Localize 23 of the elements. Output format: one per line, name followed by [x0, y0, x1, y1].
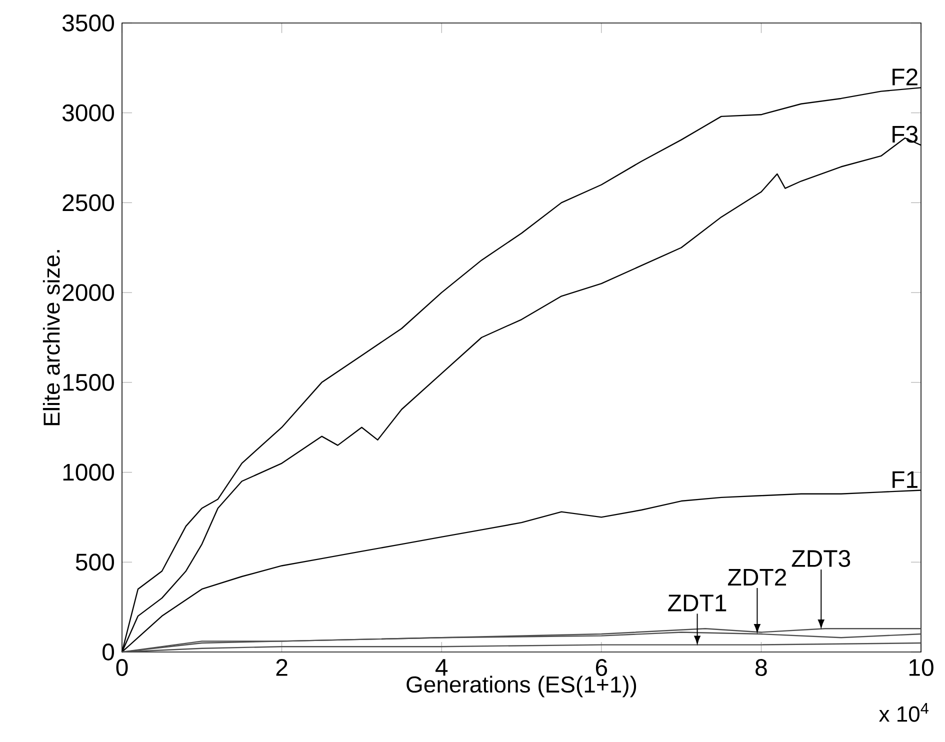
- y-tick-label: 0: [102, 643, 114, 660]
- x-tick-label: 0: [116, 659, 128, 676]
- y-axis-title: Elite archive size.: [42, 250, 60, 426]
- y-tick-label: 2000: [62, 284, 114, 302]
- x-tick-label: 10: [909, 659, 934, 676]
- x-tick-label: 2: [276, 659, 288, 676]
- x-axis-title: Generations (ES(1+1)): [406, 676, 636, 698]
- series-label: F3: [892, 126, 918, 143]
- x-tick-label: 4: [436, 659, 448, 676]
- text: x 10$^{4}$: [879, 703, 928, 722]
- x-tick-label: 6: [596, 659, 608, 676]
- annotation: ZDT1: [668, 594, 726, 612]
- y-tick-label: 2500: [62, 194, 114, 212]
- y-tick-label: 1500: [63, 374, 114, 391]
- series-label: F2: [892, 68, 918, 86]
- annotation: ZDT2: [728, 568, 786, 586]
- y-tick-label: 3000: [62, 104, 114, 122]
- y-tick-label: 3500: [62, 14, 114, 32]
- series-label: F1: [892, 471, 918, 488]
- x-tick-label: 8: [756, 659, 767, 676]
- y-tick-label: 500: [76, 554, 114, 571]
- annotation: ZDT3: [792, 550, 850, 568]
- y-tick-label: 1000: [63, 464, 114, 481]
